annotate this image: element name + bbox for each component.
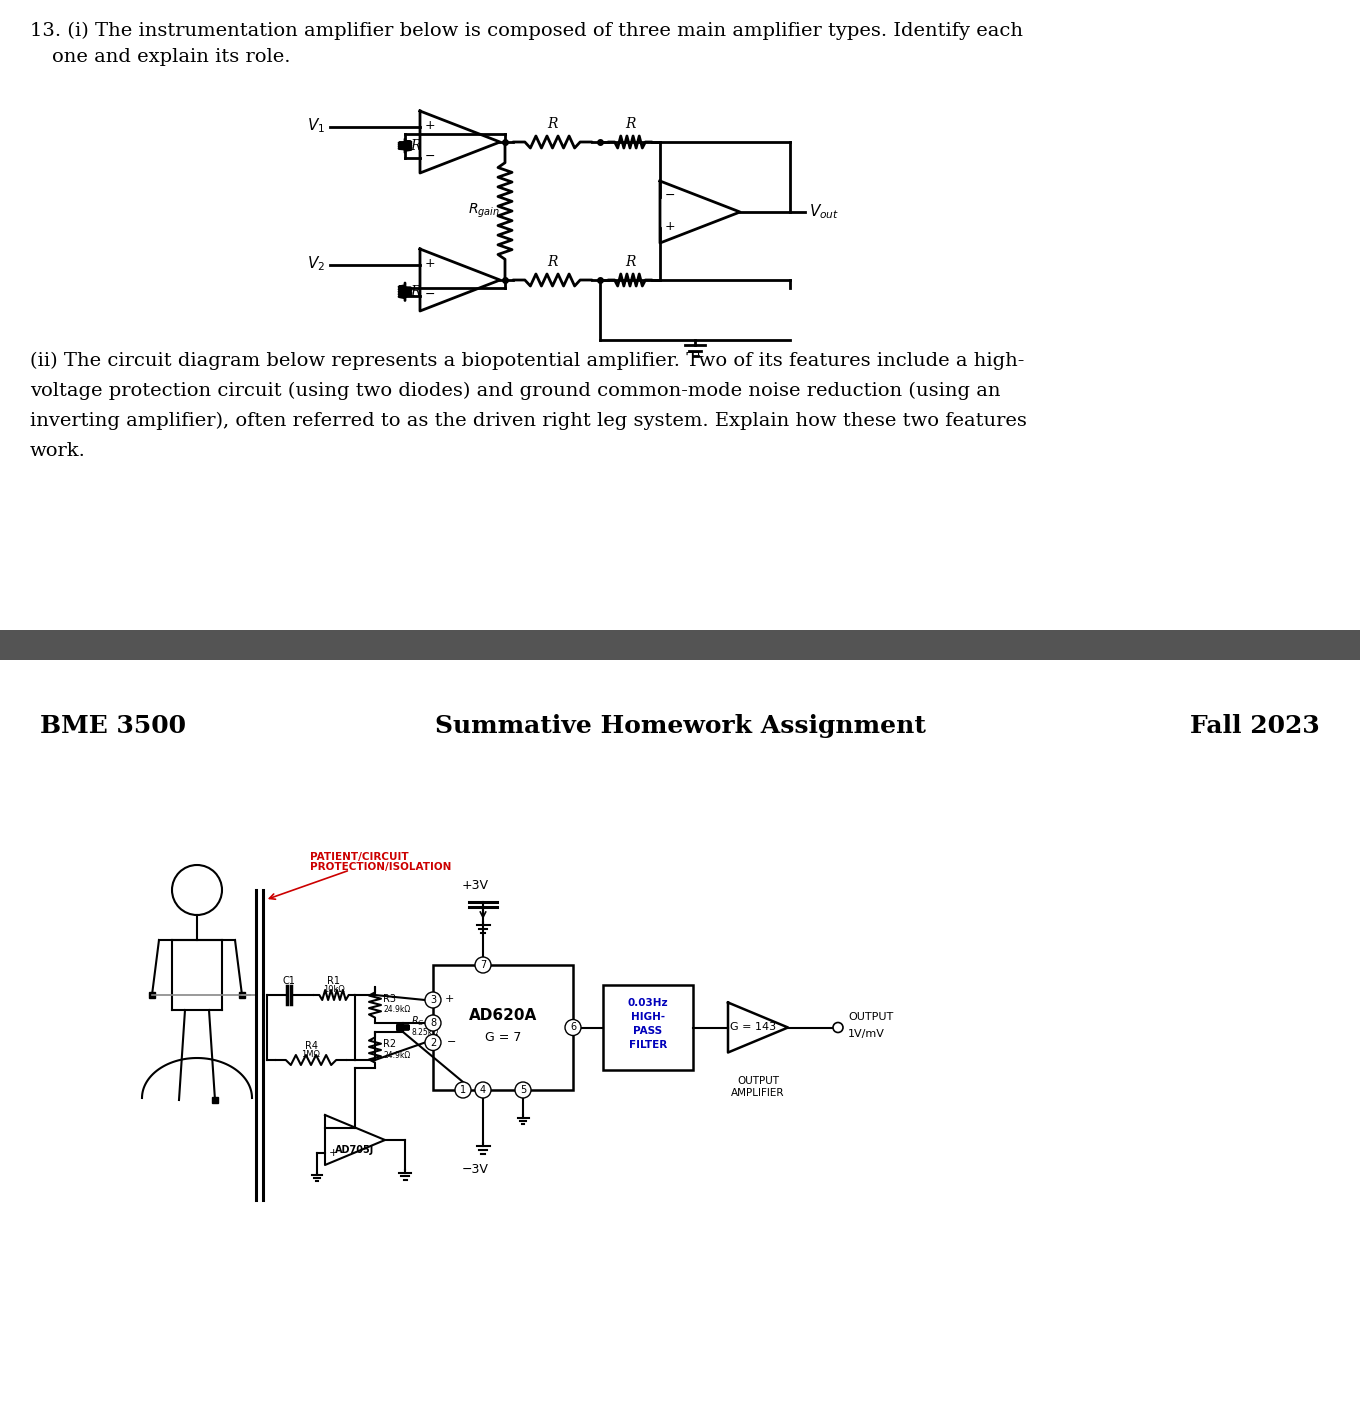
Circle shape [515, 1082, 530, 1098]
Text: 24.9kΩ: 24.9kΩ [384, 1051, 411, 1059]
Text: G = 7: G = 7 [484, 1031, 521, 1044]
Text: $R_G$: $R_G$ [411, 1015, 424, 1028]
Text: 1MΩ: 1MΩ [302, 1049, 321, 1059]
Text: FILTER: FILTER [628, 1039, 668, 1049]
Bar [432, 966, 573, 1091]
Text: voltage protection circuit (using two diodes) and ground common-mode noise reduc: voltage protection circuit (using two di… [30, 382, 1001, 400]
Text: work.: work. [30, 442, 86, 460]
Text: −3V: −3V [461, 1163, 488, 1176]
Text: R4: R4 [305, 1041, 317, 1051]
Text: −: − [447, 1037, 457, 1047]
Circle shape [456, 1082, 471, 1098]
Text: −: − [424, 151, 435, 163]
Text: PATIENT/CIRCUIT: PATIENT/CIRCUIT [310, 852, 408, 862]
Text: G = 143: G = 143 [730, 1022, 777, 1032]
Text: $V_{out}$: $V_{out}$ [809, 203, 839, 222]
Text: $V_1$: $V_1$ [307, 116, 325, 135]
Text: R: R [409, 285, 420, 298]
Text: AMPLIFIER: AMPLIFIER [732, 1088, 785, 1098]
Circle shape [564, 1020, 581, 1035]
Text: 6: 6 [570, 1022, 577, 1032]
Text: C1: C1 [283, 976, 295, 985]
Text: R: R [624, 256, 635, 268]
Text: 1: 1 [460, 1085, 466, 1095]
Text: −: − [665, 189, 676, 202]
Text: $V_2$: $V_2$ [307, 254, 325, 273]
Text: AD620A: AD620A [469, 1008, 537, 1022]
Text: OUTPUT: OUTPUT [849, 1011, 894, 1021]
Circle shape [424, 1035, 441, 1051]
Text: (ii) The circuit diagram below represents a biopotential amplifier. Two of its f: (ii) The circuit diagram below represent… [30, 352, 1024, 371]
Text: 0.03Hz: 0.03Hz [628, 998, 668, 1008]
Text: 8: 8 [430, 1018, 437, 1028]
Text: +3V: +3V [461, 879, 488, 892]
Circle shape [832, 1022, 843, 1032]
Bar [0, 630, 1360, 660]
Text: AD705J: AD705J [336, 1145, 374, 1154]
Text: Summative Homework Assignment: Summative Homework Assignment [435, 714, 925, 738]
Text: OUTPUT: OUTPUT [737, 1075, 779, 1085]
Text: 1V/mV: 1V/mV [849, 1030, 885, 1039]
Circle shape [424, 993, 441, 1008]
Text: 5: 5 [520, 1085, 526, 1095]
Text: R1: R1 [328, 976, 340, 985]
Text: 13. (i) The instrumentation amplifier below is composed of three main amplifier : 13. (i) The instrumentation amplifier be… [30, 21, 1023, 40]
Text: R: R [409, 139, 420, 153]
Text: 10kΩ: 10kΩ [324, 985, 345, 994]
Text: $R_{gain}$: $R_{gain}$ [468, 202, 500, 220]
Text: R: R [547, 256, 558, 268]
Text: R3: R3 [384, 994, 396, 1004]
Circle shape [475, 957, 491, 973]
Text: 24.9kΩ: 24.9kΩ [384, 1005, 411, 1014]
Text: −: − [424, 288, 435, 301]
Text: PASS: PASS [634, 1025, 662, 1035]
Text: 2: 2 [430, 1038, 437, 1048]
Text: R: R [547, 116, 558, 131]
Text: +: + [329, 1147, 339, 1157]
Circle shape [475, 1082, 491, 1098]
Text: inverting amplifier), often referred to as the driven right leg system. Explain : inverting amplifier), often referred to … [30, 412, 1027, 430]
Text: −: − [329, 1122, 339, 1133]
Text: HIGH-: HIGH- [631, 1012, 665, 1022]
Text: R2: R2 [384, 1039, 396, 1049]
Text: +: + [665, 220, 676, 233]
Text: R: R [624, 116, 635, 131]
Text: Fall 2023: Fall 2023 [1190, 714, 1321, 738]
Text: 4: 4 [480, 1085, 486, 1095]
Text: one and explain its role.: one and explain its role. [52, 48, 291, 65]
Text: 7: 7 [480, 960, 486, 970]
Circle shape [424, 1015, 441, 1031]
Text: +: + [445, 994, 454, 1004]
Bar [602, 985, 694, 1071]
Text: +: + [424, 257, 435, 270]
Text: +: + [424, 119, 435, 132]
Text: 3: 3 [430, 995, 437, 1005]
Text: PROTECTION/ISOLATION: PROTECTION/ISOLATION [310, 862, 452, 872]
Text: 8.25kΩ: 8.25kΩ [411, 1028, 438, 1037]
Text: BME 3500: BME 3500 [39, 714, 186, 738]
